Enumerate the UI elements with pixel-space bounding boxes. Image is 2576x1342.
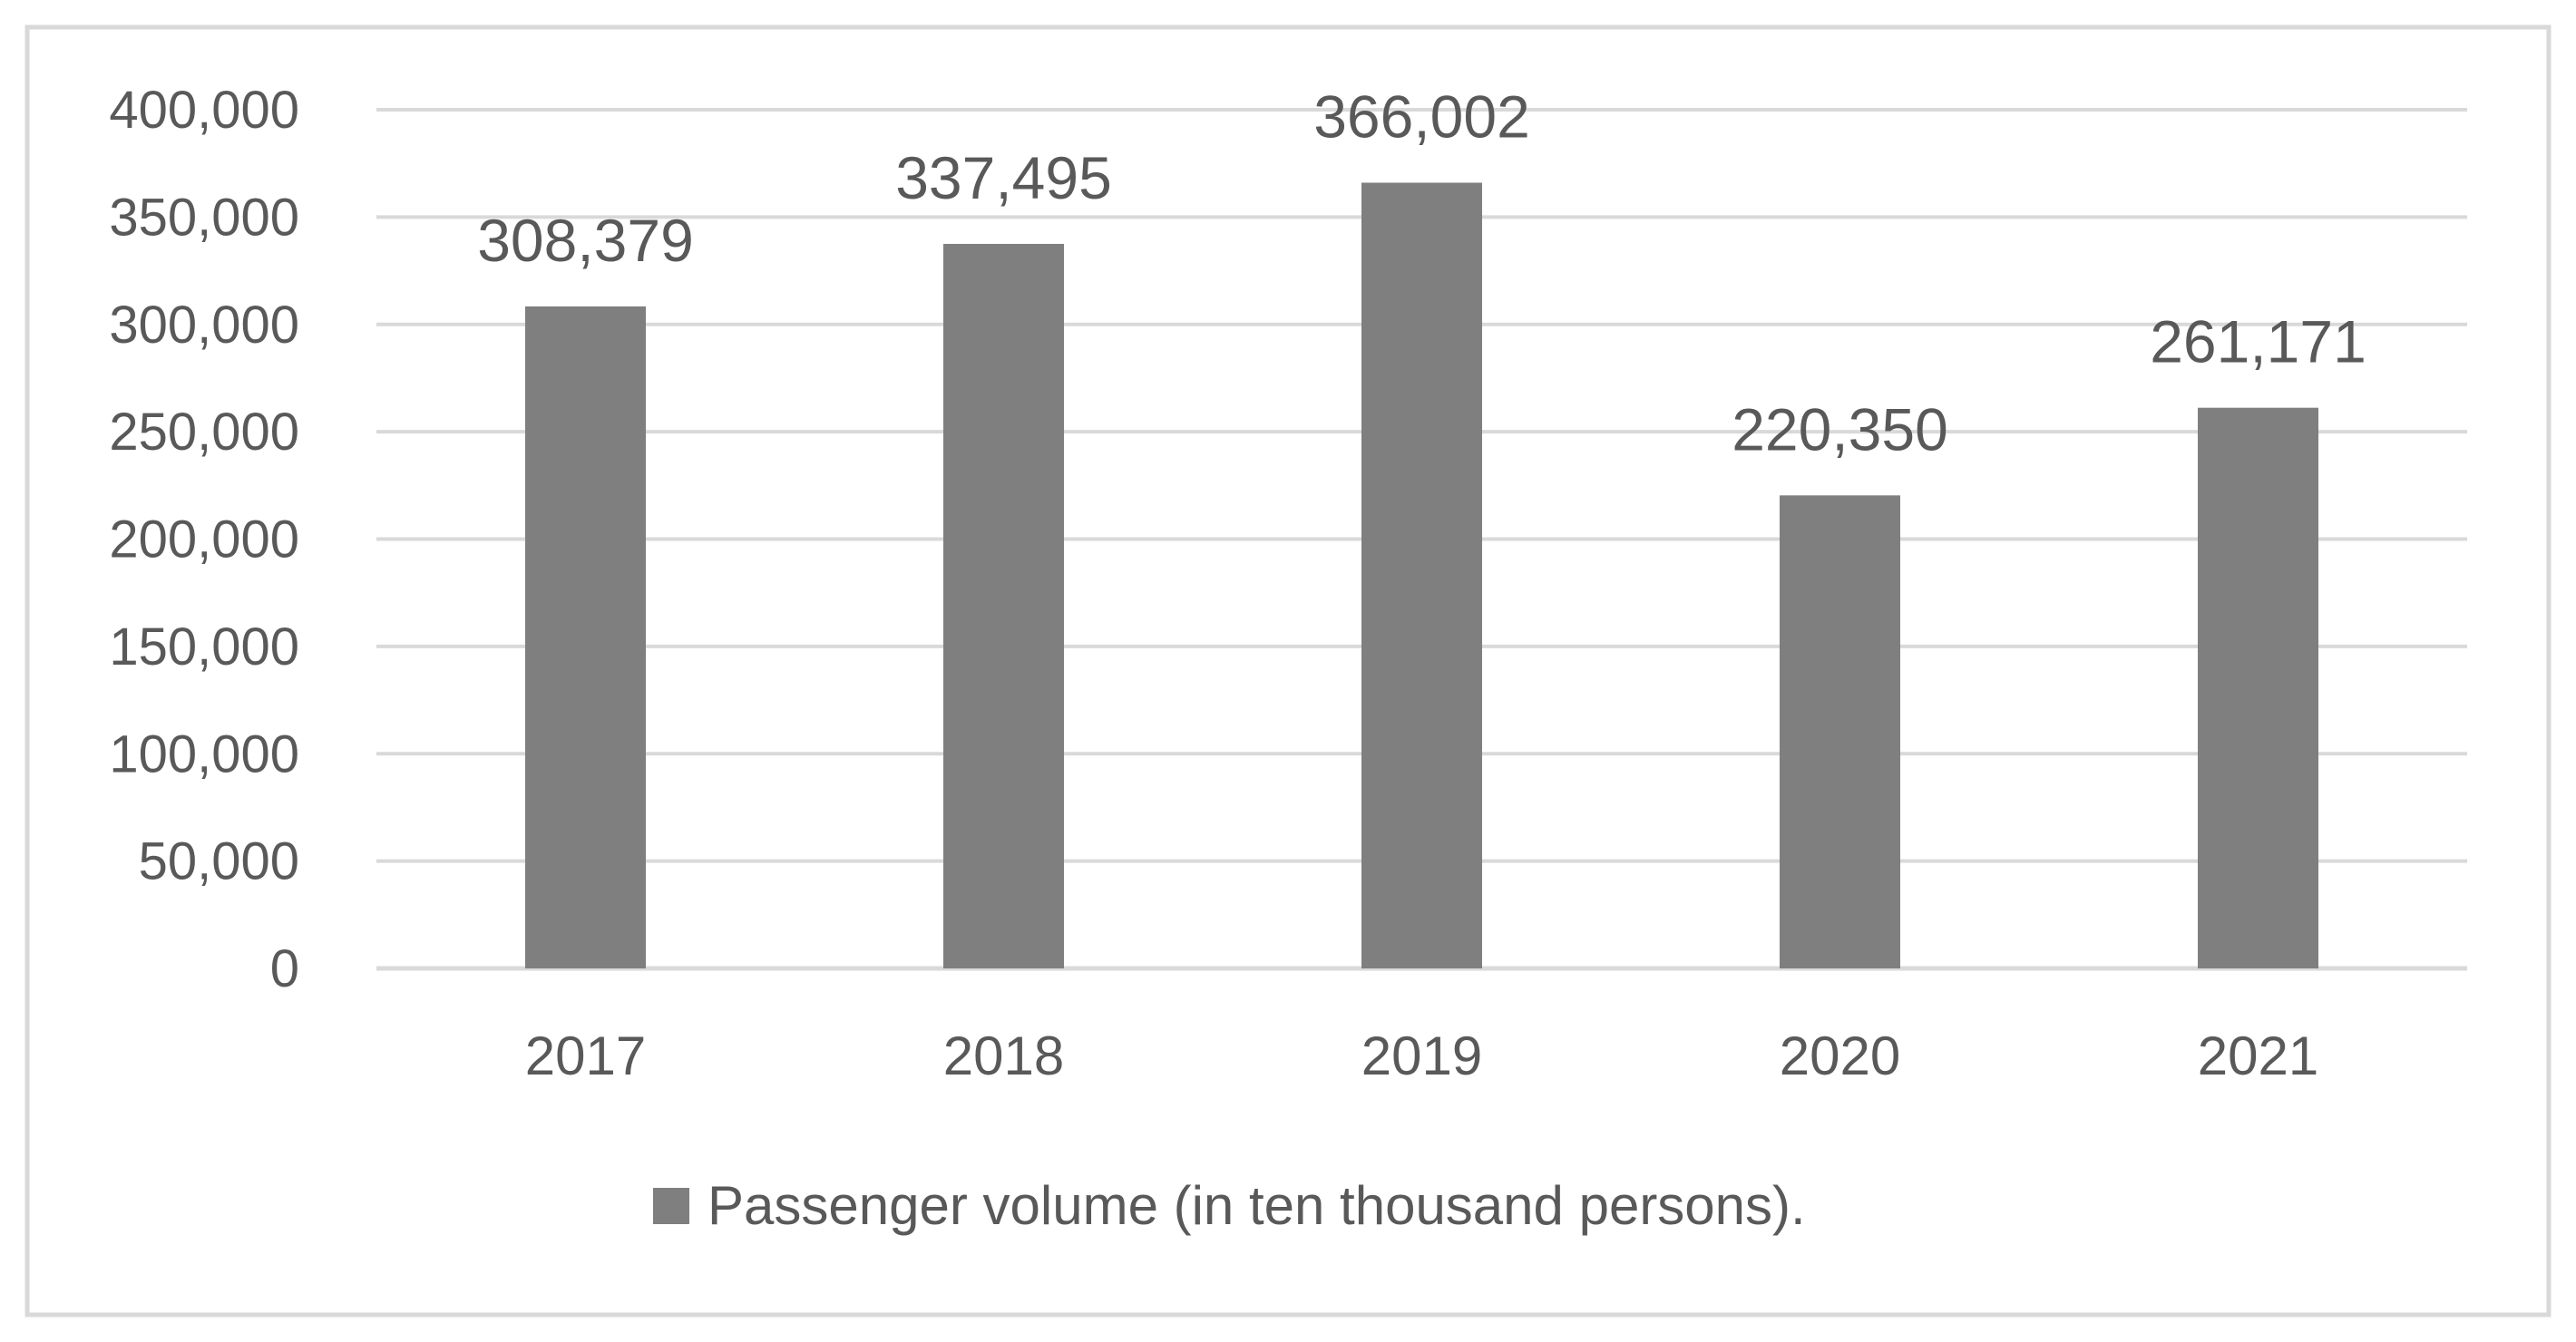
x-tick-label: 2020 bbox=[1780, 1026, 1900, 1086]
x-axis-tick-labels: 2017 2018 2019 2020 2021 bbox=[525, 1026, 2318, 1086]
legend: Passenger volume (in ten thousand person… bbox=[653, 1175, 1806, 1236]
bar bbox=[1780, 495, 1900, 968]
y-tick-label: 0 bbox=[270, 939, 299, 998]
data-label: 366,002 bbox=[1313, 83, 1530, 150]
x-tick-label: 2018 bbox=[943, 1026, 1064, 1086]
y-tick-label: 400,000 bbox=[109, 81, 299, 140]
y-tick-label: 150,000 bbox=[109, 618, 299, 676]
chart-border bbox=[24, 24, 2552, 1318]
y-tick-label: 50,000 bbox=[139, 832, 299, 891]
bars bbox=[525, 182, 2318, 969]
y-axis-tick-labels: 0 50,000 100,000 150,000 200,000 250,000 300,0… bbox=[109, 81, 299, 998]
data-label: 220,350 bbox=[1732, 395, 1948, 462]
x-tick-label: 2021 bbox=[2198, 1026, 2318, 1086]
data-label: 337,495 bbox=[895, 144, 1112, 211]
data-label: 261,171 bbox=[2150, 308, 2366, 375]
data-labels: 308,379 337,495 366,002 220,350 261,171 bbox=[477, 83, 2366, 462]
y-tick-label: 300,000 bbox=[109, 296, 299, 355]
y-tick-label: 350,000 bbox=[109, 188, 299, 247]
data-label: 308,379 bbox=[477, 207, 694, 274]
x-tick-label: 2019 bbox=[1361, 1026, 1482, 1086]
bar bbox=[525, 306, 646, 968]
bar bbox=[943, 243, 1064, 968]
bar bbox=[2198, 407, 2318, 969]
x-tick-label: 2017 bbox=[525, 1026, 646, 1086]
legend-label: Passenger volume (in ten thousand person… bbox=[707, 1175, 1806, 1236]
legend-swatch bbox=[653, 1188, 689, 1224]
y-tick-label: 200,000 bbox=[109, 511, 299, 569]
y-tick-label: 250,000 bbox=[109, 403, 299, 462]
bar bbox=[1361, 182, 1482, 969]
y-tick-label: 100,000 bbox=[109, 724, 299, 783]
